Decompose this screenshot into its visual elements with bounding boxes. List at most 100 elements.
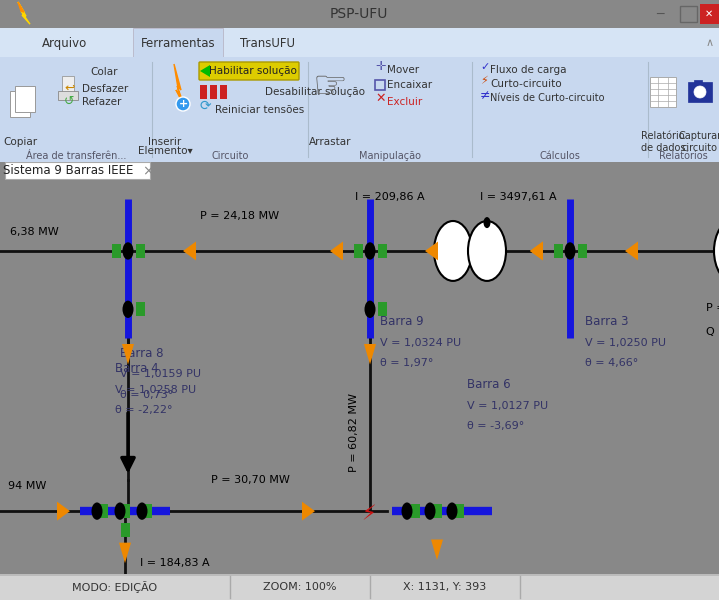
- Circle shape: [434, 221, 472, 281]
- Circle shape: [365, 242, 375, 260]
- Text: ✕: ✕: [705, 9, 713, 19]
- Text: Área de transferên...: Área de transferên...: [26, 151, 127, 161]
- Bar: [650, 77, 676, 107]
- Bar: [577, 244, 587, 258]
- Bar: [375, 80, 385, 90]
- Bar: [694, 80, 702, 84]
- Text: Fluxo de carga: Fluxo de carga: [490, 65, 567, 75]
- Text: ↩: ↩: [64, 82, 75, 95]
- Text: ⚡: ⚡: [480, 76, 487, 86]
- Bar: [220, 85, 227, 99]
- Text: Inserir: Inserir: [148, 137, 182, 147]
- Text: Desfazer: Desfazer: [82, 84, 128, 94]
- Text: I = 3497,61 A: I = 3497,61 A: [480, 193, 557, 202]
- Text: θ = -2,22°: θ = -2,22°: [115, 406, 173, 415]
- Bar: [0, 574, 719, 576]
- Text: Reiniciar tensões: Reiniciar tensões: [215, 105, 304, 115]
- Bar: [135, 244, 145, 258]
- Text: X: 1131, Y: 393: X: 1131, Y: 393: [403, 582, 487, 592]
- Text: 94 MW: 94 MW: [8, 481, 46, 491]
- Text: I = 184,83 A: I = 184,83 A: [140, 559, 210, 568]
- Text: ⟳: ⟳: [200, 99, 211, 113]
- FancyBboxPatch shape: [199, 62, 299, 80]
- Text: Ferramentas: Ferramentas: [141, 37, 215, 50]
- Text: Circuito: Circuito: [211, 151, 249, 161]
- Text: Relatórios: Relatórios: [659, 151, 707, 161]
- Text: Barra 9: Barra 9: [380, 315, 423, 328]
- Bar: [377, 302, 387, 316]
- Text: V = 1,0324 PU: V = 1,0324 PU: [380, 338, 461, 347]
- Bar: [135, 302, 145, 316]
- Text: θ = 4,66°: θ = 4,66°: [585, 358, 638, 368]
- Polygon shape: [431, 539, 443, 560]
- Text: Colar: Colar: [90, 67, 117, 77]
- Text: P = 24,18 MW: P = 24,18 MW: [201, 211, 280, 221]
- Text: ☞: ☞: [313, 68, 347, 106]
- Circle shape: [122, 242, 134, 260]
- Text: Refazer: Refazer: [82, 97, 122, 107]
- Text: Barra 4: Barra 4: [115, 362, 159, 376]
- Bar: [10, 91, 30, 117]
- Circle shape: [424, 502, 436, 520]
- Text: Habilitar solução: Habilitar solução: [209, 66, 297, 76]
- Text: ×: ×: [142, 164, 154, 178]
- Circle shape: [401, 502, 413, 520]
- Text: ≠: ≠: [480, 88, 490, 101]
- Bar: [142, 504, 152, 518]
- Bar: [15, 86, 35, 112]
- Polygon shape: [57, 502, 70, 521]
- Bar: [354, 244, 362, 258]
- Text: ✛: ✛: [375, 60, 385, 73]
- Text: Desabilitar solução: Desabilitar solução: [265, 87, 365, 97]
- Circle shape: [114, 502, 126, 520]
- Bar: [411, 504, 419, 518]
- Text: Arquivo: Arquivo: [42, 37, 88, 50]
- Text: Encaixar: Encaixar: [387, 80, 432, 90]
- Circle shape: [694, 86, 706, 98]
- Text: Sistema 9 Barras IEEE: Sistema 9 Barras IEEE: [3, 164, 133, 178]
- Text: Copiar: Copiar: [3, 137, 37, 147]
- Text: Relatório
de dados: Relatório de dados: [641, 131, 685, 153]
- Text: ↺: ↺: [64, 95, 75, 108]
- Bar: [133, 28, 223, 57]
- Polygon shape: [119, 542, 131, 563]
- Text: P = 30,70 MW: P = 30,70 MW: [211, 475, 290, 485]
- Text: V = 1,0250 PU: V = 1,0250 PU: [585, 338, 666, 347]
- Text: ✓: ✓: [480, 62, 490, 72]
- Bar: [680, 6, 697, 22]
- Polygon shape: [302, 502, 315, 521]
- Bar: [62, 76, 74, 92]
- Polygon shape: [18, 2, 30, 24]
- Circle shape: [483, 217, 490, 228]
- Text: Q = -1: Q = -1: [706, 326, 719, 337]
- Text: P = 60,82 MW: P = 60,82 MW: [349, 393, 359, 472]
- Text: Barra 8: Barra 8: [120, 347, 163, 359]
- Polygon shape: [330, 241, 343, 260]
- Polygon shape: [122, 344, 134, 364]
- Circle shape: [176, 97, 190, 111]
- Polygon shape: [183, 241, 196, 260]
- Bar: [99, 504, 108, 518]
- Bar: [454, 504, 464, 518]
- Text: Barra 3: Barra 3: [585, 315, 628, 328]
- Text: Curto-circuito: Curto-circuito: [490, 79, 562, 89]
- Bar: [58, 91, 78, 100]
- Bar: [111, 244, 121, 258]
- Text: V = 1,0258 PU: V = 1,0258 PU: [115, 385, 196, 395]
- Text: θ = -3,69°: θ = -3,69°: [467, 421, 524, 431]
- Text: 6,38 MW: 6,38 MW: [10, 227, 59, 237]
- Circle shape: [564, 242, 575, 260]
- Circle shape: [365, 301, 375, 318]
- Text: ─: ─: [656, 8, 664, 20]
- Text: ZOOM: 100%: ZOOM: 100%: [263, 582, 336, 592]
- Text: ✕: ✕: [375, 92, 385, 105]
- Text: +: +: [178, 99, 188, 109]
- Text: P = 8: P = 8: [706, 303, 719, 313]
- Text: Barra 6: Barra 6: [467, 378, 510, 391]
- Circle shape: [137, 502, 147, 520]
- Text: ⚡: ⚡: [362, 504, 376, 524]
- Circle shape: [446, 502, 457, 520]
- Bar: [377, 244, 387, 258]
- Text: Manipulação: Manipulação: [359, 151, 421, 161]
- Text: θ = 1,97°: θ = 1,97°: [380, 358, 434, 368]
